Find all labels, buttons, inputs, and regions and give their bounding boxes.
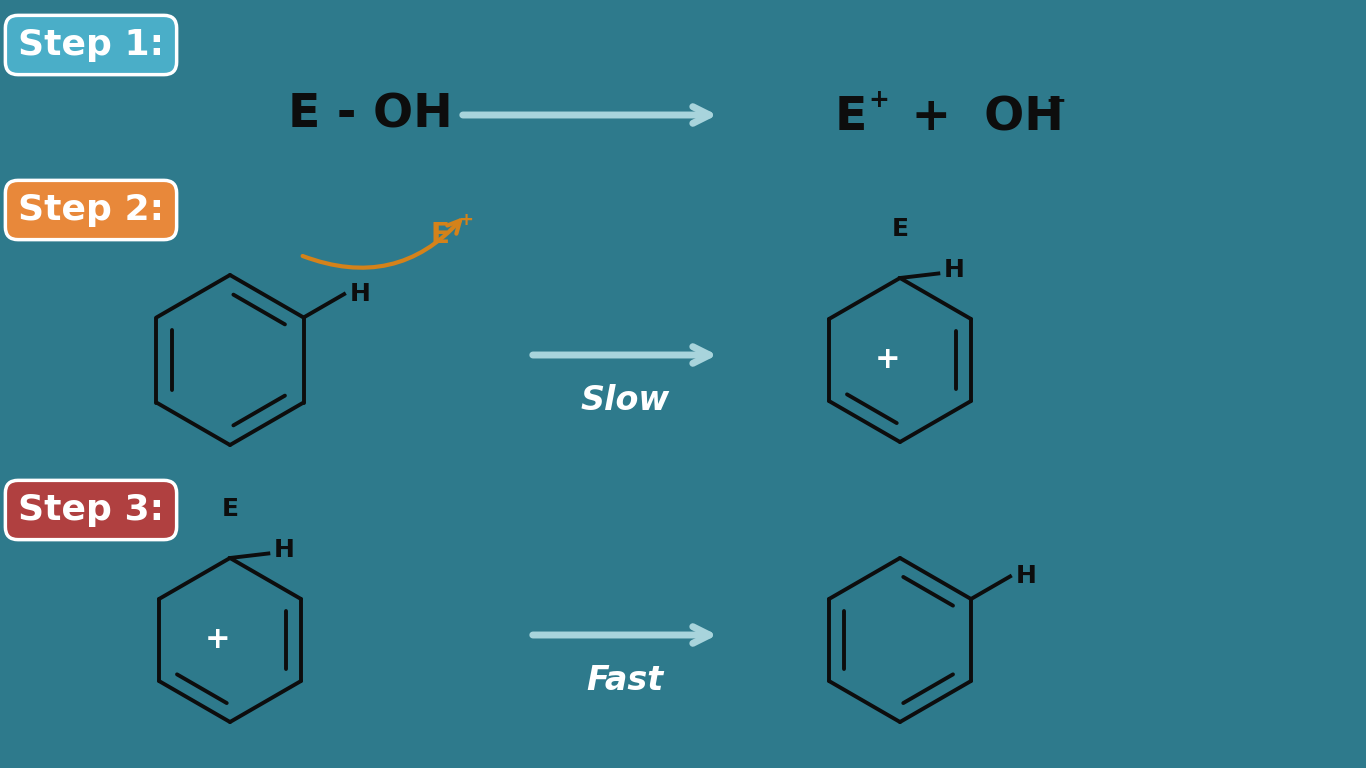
Text: H: H <box>350 282 372 306</box>
Text: E: E <box>892 217 908 241</box>
Text: Step 3:: Step 3: <box>18 493 164 527</box>
Text: H: H <box>1016 564 1037 588</box>
Text: Step 2:: Step 2: <box>18 193 164 227</box>
Text: Slow: Slow <box>581 383 669 416</box>
Text: E: E <box>835 95 867 141</box>
Text: H: H <box>273 538 294 562</box>
Text: +: + <box>874 346 900 375</box>
Text: +: + <box>458 211 473 229</box>
Text: +  OH: + OH <box>895 95 1064 141</box>
Text: E: E <box>221 497 239 521</box>
Text: H: H <box>944 259 964 283</box>
Text: Fast: Fast <box>586 664 664 697</box>
Text: E - OH: E - OH <box>288 92 452 137</box>
Text: +: + <box>867 88 889 112</box>
FancyArrowPatch shape <box>303 220 460 268</box>
Text: +: + <box>205 625 231 654</box>
Text: Step 1:: Step 1: <box>18 28 164 62</box>
Text: E: E <box>430 221 449 249</box>
Text: −: − <box>1045 88 1065 112</box>
